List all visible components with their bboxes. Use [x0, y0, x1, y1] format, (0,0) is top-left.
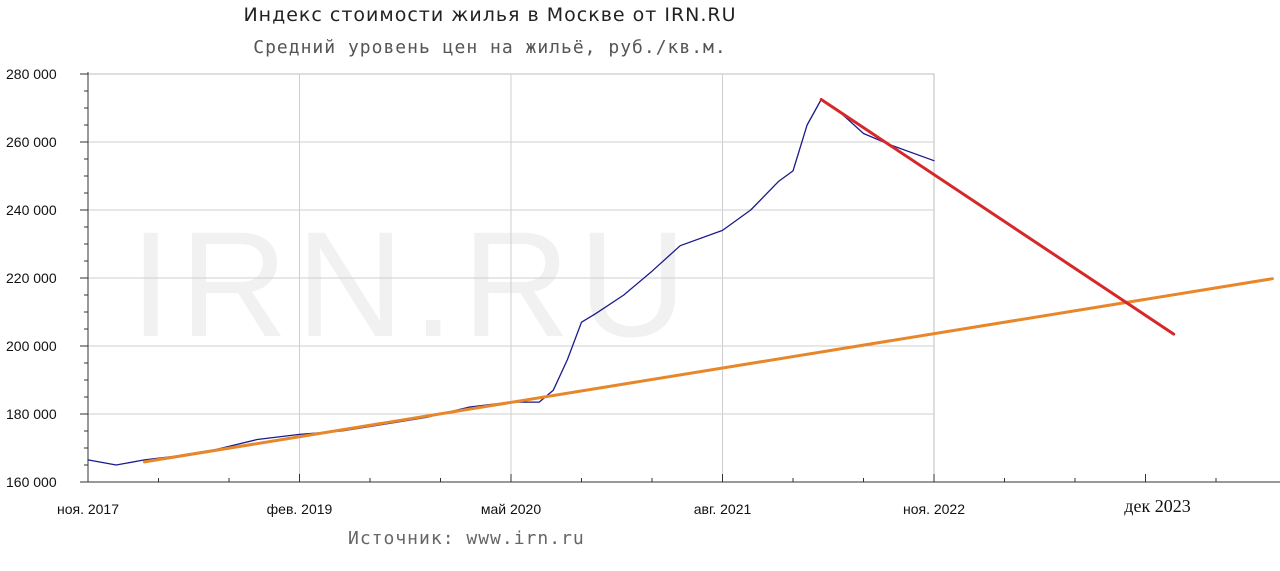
- y-tick-label: 160 000: [6, 474, 57, 490]
- y-tick-label: 260 000: [6, 134, 57, 150]
- chart-subtitle: Средний уровень цен на жильё, руб./кв.м.: [253, 37, 727, 58]
- y-tick-label: 240 000: [6, 202, 57, 218]
- source-note: Источник: www.irn.ru: [348, 528, 585, 549]
- x-tick-label: ноя. 2022: [903, 501, 965, 517]
- watermark: IRN.RU: [130, 200, 695, 368]
- decline-line: [819, 98, 1176, 336]
- x-tick-label: май 2020: [481, 501, 541, 517]
- y-tick-label: 180 000: [6, 406, 57, 422]
- trend-line: [142, 277, 1274, 464]
- series-lines: [87, 98, 1274, 466]
- y-tick-label: 200 000: [6, 338, 57, 354]
- y-tick-label: 280 000: [6, 66, 57, 82]
- axes: [80, 72, 1280, 483]
- chart-title: Индекс стоимости жилья в Москве от IRN.R…: [243, 4, 737, 26]
- x-tick-label: авг. 2021: [694, 501, 752, 517]
- x-tick-label: фев. 2019: [267, 501, 333, 517]
- y-tick-labels: 280 000 260 000 240 000 220 000 200 000 180 0…: [6, 66, 57, 490]
- x-tick-label: ноя. 2017: [57, 501, 119, 517]
- price-index-line: [87, 98, 935, 466]
- grid: [87, 73, 935, 483]
- x-tick-labels: ноя. 2017 фев. 2019 май 2020 авг. 2021 ноя. …: [57, 496, 1191, 517]
- x-extra-label: дек 2023: [1124, 496, 1190, 516]
- y-tick-label: 220 000: [6, 270, 57, 286]
